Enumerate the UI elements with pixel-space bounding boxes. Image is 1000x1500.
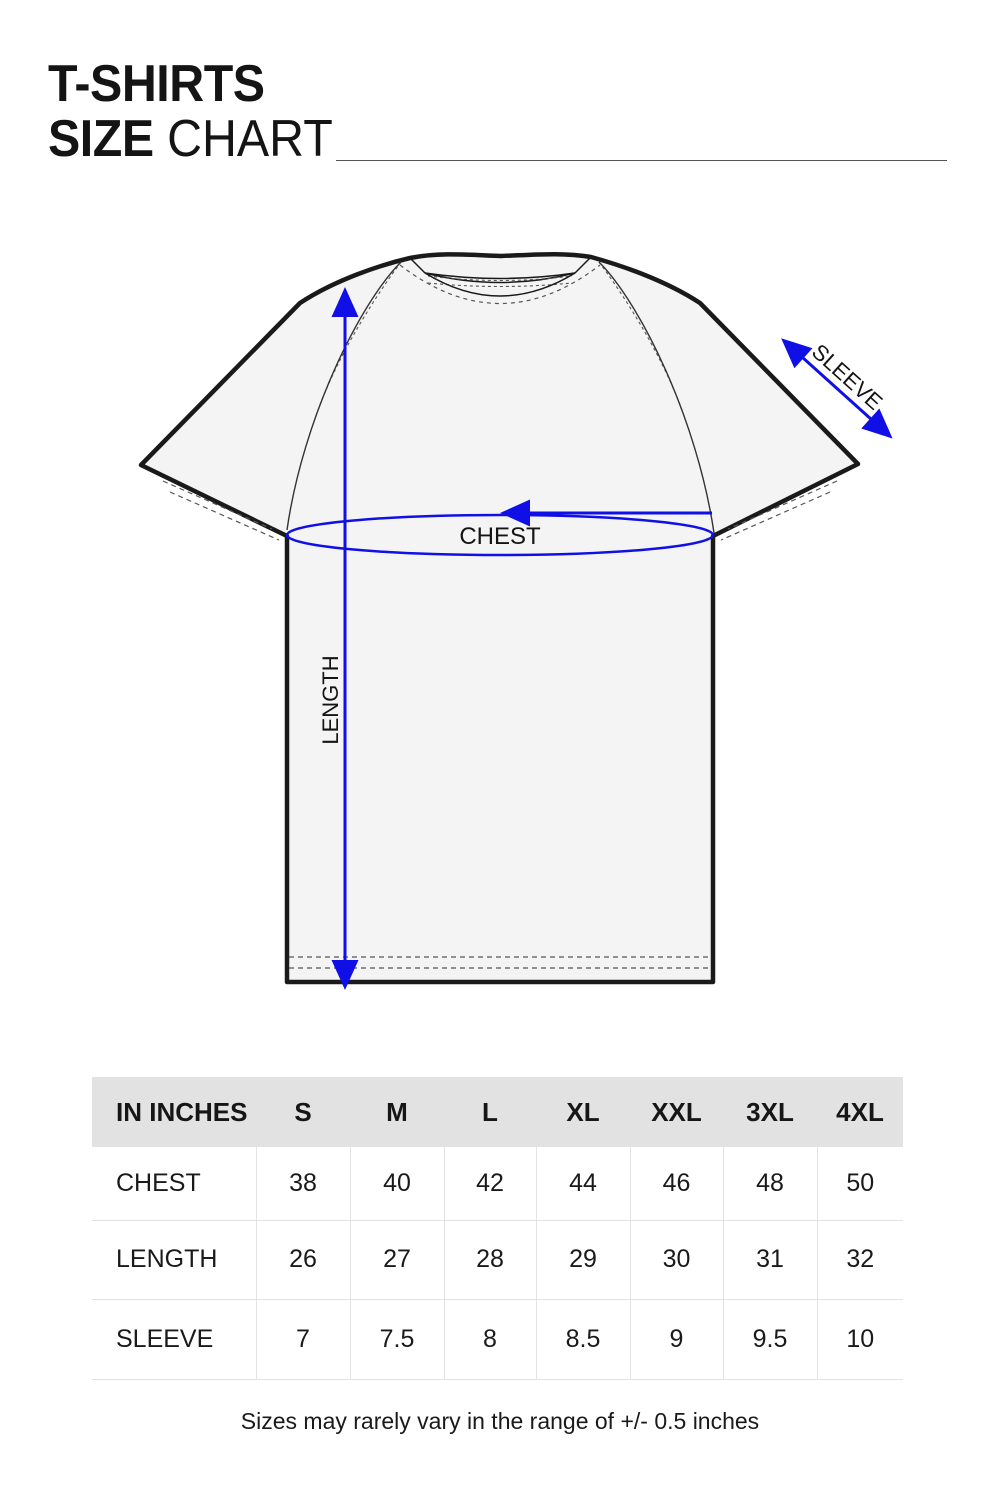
- svg-text:LENGTH: LENGTH: [318, 655, 343, 744]
- svg-text:CHEST: CHEST: [459, 523, 541, 550]
- svg-text:SLEEVE: SLEEVE: [807, 339, 887, 415]
